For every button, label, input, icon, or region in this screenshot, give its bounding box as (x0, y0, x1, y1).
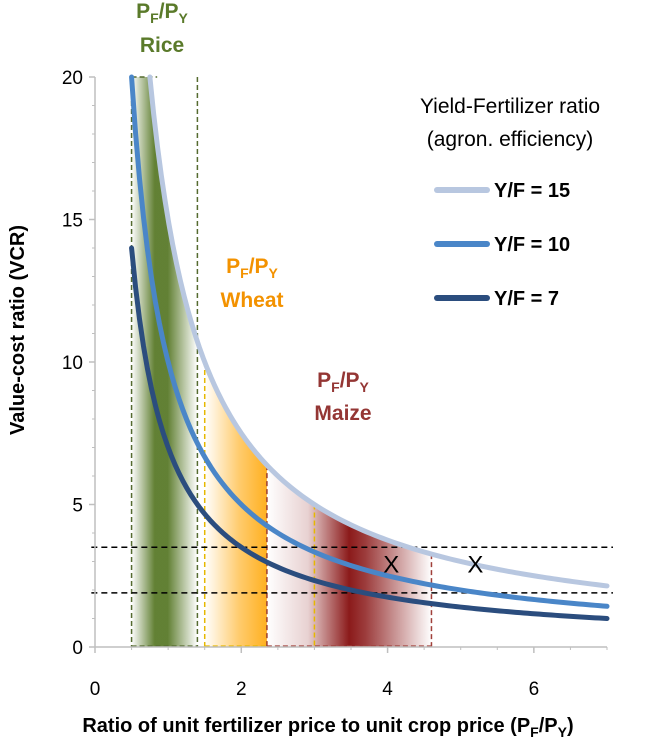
x-axis-title-end: ) (567, 715, 574, 737)
reference-lines (91, 546, 613, 594)
legend-title-line2: (agron. efficiency) (427, 128, 594, 151)
legend-title-line1: Yield-Fertilizer ratio (420, 95, 600, 118)
series-line (129, 245, 610, 621)
series-line (147, 74, 610, 589)
legend-entry-label: Y/F = 15 (494, 180, 570, 202)
band-ratio-label: PF/PY (136, 0, 188, 26)
y-axis-title: Value-cost ratio (VCR) (7, 225, 29, 435)
x-tick-label: 6 (529, 679, 540, 700)
x-axis-title-sub1: F (530, 724, 539, 740)
x-marker: X (467, 551, 483, 578)
band-ratio-part: P (317, 369, 331, 392)
band-ratio-part: P (226, 255, 240, 278)
band-fill-maize (266, 465, 432, 647)
band-ratio-part: /P (340, 369, 360, 392)
x-tick-label: 2 (236, 679, 247, 700)
band-ratio-part: Y (360, 379, 370, 395)
x-tick-label: 4 (382, 679, 393, 700)
band-ratio-part: F (331, 379, 340, 395)
x-tick-label: 0 (90, 679, 101, 700)
x-axis-title-mid: /P (539, 715, 558, 737)
legend-entry-label: Y/F = 7 (494, 288, 559, 310)
x-axis-title-sub2: Y (558, 724, 568, 740)
band-ratio-part: Y (179, 10, 189, 26)
band-ratio-part: /P (249, 255, 269, 278)
band-ratio-label: PF/PY (226, 255, 278, 281)
band-crop-label: Maize (314, 402, 371, 425)
y-tick-label: 15 (62, 211, 83, 232)
x-marker: X (383, 551, 399, 578)
band-crop-label: Rice (140, 34, 184, 57)
band-ratio-part: F (150, 10, 159, 26)
legend: Yield-Fertilizer ratio (agron. efficienc… (420, 95, 600, 310)
legend-entries: Y/F = 15 Y/F = 10 Y/F = 7 (434, 180, 570, 310)
band-fill-wheat (204, 362, 267, 647)
y-ticks: 0 5 10 15 20 (62, 68, 95, 659)
x-axis-title-main: Ratio of unit fertilizer price to unit c… (82, 715, 530, 737)
legend-entry-label: Y/F = 10 (494, 234, 570, 256)
x-axis-title: Ratio of unit fertilizer price to unit c… (82, 715, 573, 740)
y-tick-label: 20 (62, 68, 83, 89)
band-ratio-part: P (136, 0, 150, 23)
band-ratio-part: F (240, 265, 249, 281)
y-tick-label: 0 (72, 638, 83, 659)
y-tick-label: 5 (72, 496, 83, 517)
crop-bands (130, 76, 433, 647)
band-crop-label: Wheat (221, 289, 284, 312)
band-ratio-part: /P (159, 0, 179, 23)
vcr-curves (129, 74, 610, 621)
band-fill-rice (131, 77, 198, 647)
series-line (129, 74, 610, 609)
band-ratio-part: Y (269, 265, 279, 281)
band-ratio-label: PF/PY (317, 369, 369, 395)
y-tick-label: 10 (62, 353, 83, 374)
x-ticks: 0 2 4 6 (90, 647, 608, 700)
